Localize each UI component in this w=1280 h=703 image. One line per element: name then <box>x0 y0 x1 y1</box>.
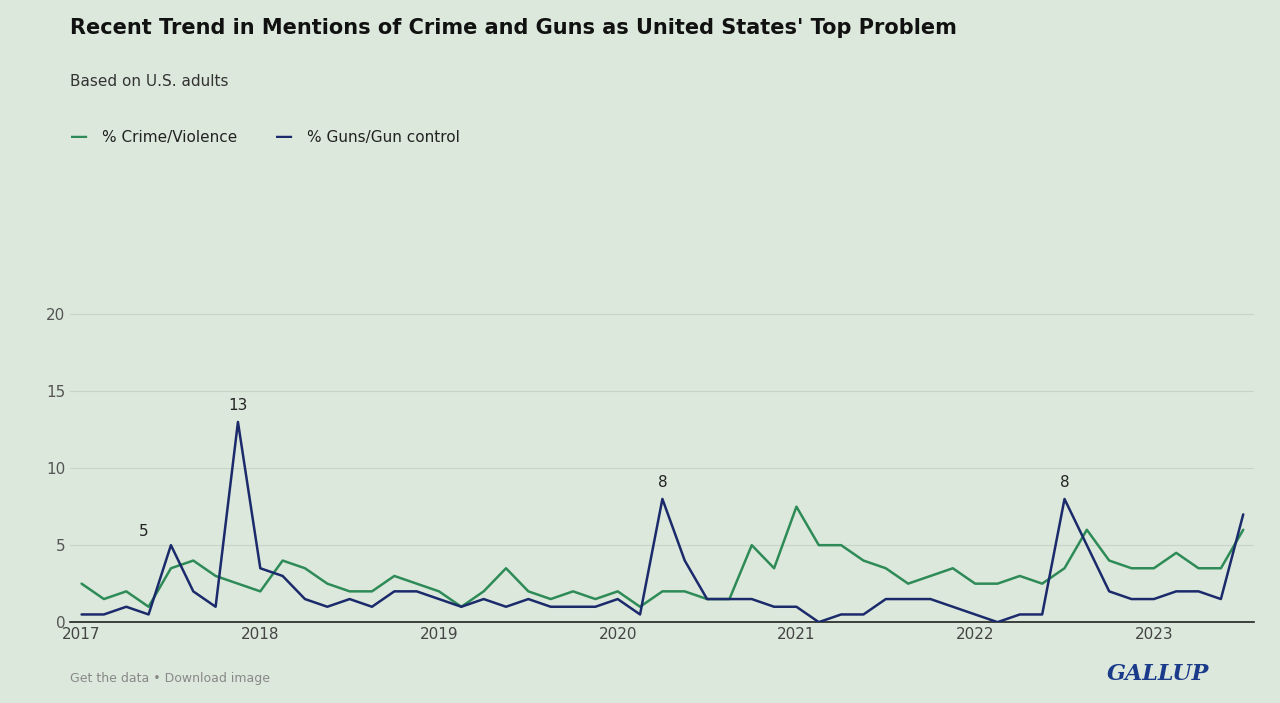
Text: GALLUP: GALLUP <box>1107 664 1210 685</box>
Text: 8: 8 <box>1060 475 1069 490</box>
Text: 8: 8 <box>658 475 667 490</box>
Text: Based on U.S. adults: Based on U.S. adults <box>70 74 229 89</box>
Text: % Guns/Gun control: % Guns/Gun control <box>307 129 460 145</box>
Text: % Crime/Violence: % Crime/Violence <box>102 129 238 145</box>
Text: —: — <box>70 128 88 146</box>
Text: 7: 7 <box>1279 499 1280 515</box>
Text: —: — <box>275 128 293 146</box>
Text: Recent Trend in Mentions of Crime and Guns as United States' Top Problem: Recent Trend in Mentions of Crime and Gu… <box>70 18 957 37</box>
Text: 6: 6 <box>1279 515 1280 530</box>
Text: Get the data • Download image: Get the data • Download image <box>70 673 270 685</box>
Text: 5: 5 <box>140 524 148 539</box>
Text: 13: 13 <box>228 398 247 413</box>
